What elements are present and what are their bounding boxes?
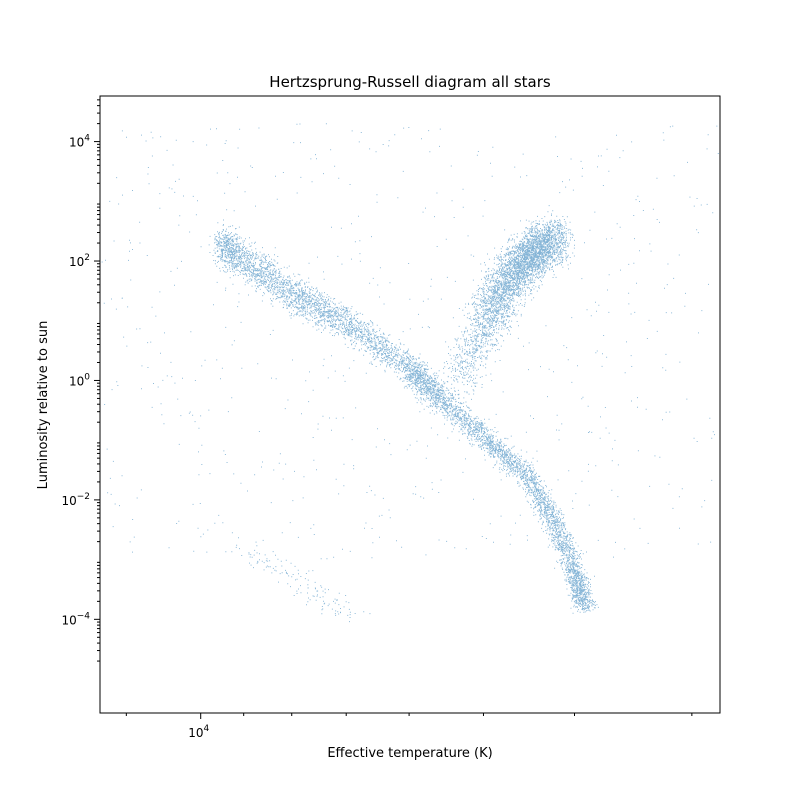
x-tick-label: 104 <box>188 724 209 740</box>
y-tick-label: 104 <box>69 134 90 150</box>
y-tick-label: 102 <box>69 253 90 269</box>
x-axis: 104 <box>125 713 693 740</box>
y-axis: 104 102 100 10−2 10−4 <box>61 99 100 662</box>
y-tick-label: 10−2 <box>61 492 90 508</box>
scatter-points <box>101 123 719 623</box>
scatter-point-cloud <box>101 123 719 623</box>
chart-title: Hertzsprung-Russell diagram all stars <box>269 73 551 91</box>
plot-frame <box>99 95 721 714</box>
y-tick-label: 10−4 <box>61 611 90 627</box>
y-tick-label: 100 <box>69 372 90 388</box>
x-axis-label: Effective temperature (K) <box>327 746 492 761</box>
y-axis-label: Luminosity relative to sun <box>36 321 51 490</box>
